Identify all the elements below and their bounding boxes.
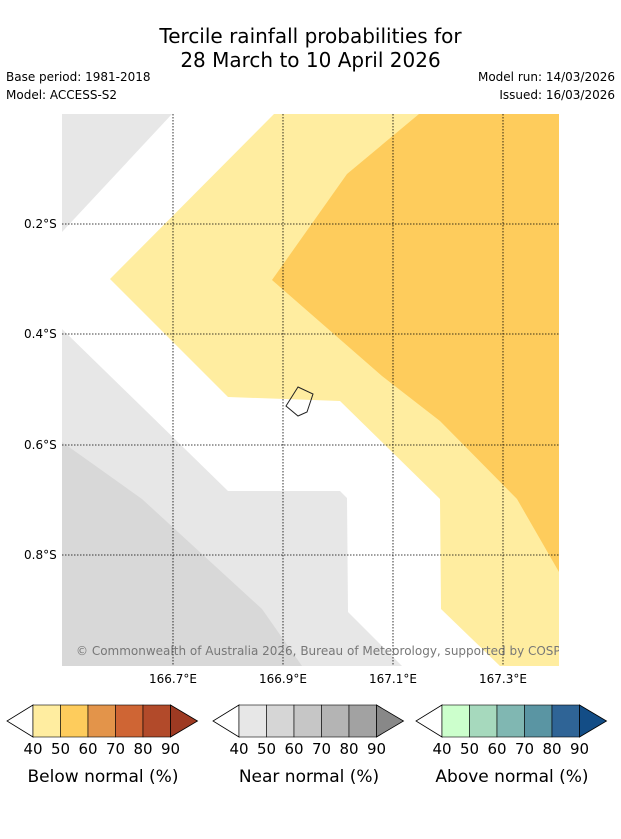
legend-tick-label: 90 (367, 740, 386, 758)
legend-swatch (87, 704, 116, 738)
meta-left: Base period: 1981-2018 Model: ACCESS-S2 (6, 68, 151, 104)
legend-swatch (551, 704, 580, 738)
grid-lines (62, 114, 559, 666)
legend-swatch (348, 704, 377, 738)
map-title: Tercile rainfall probabilities for 28 Ma… (0, 24, 621, 72)
lon-label-167-3e: 167.3°E (479, 672, 527, 686)
legend-tick-label: 70 (515, 740, 534, 758)
legend-tick-label: 50 (51, 740, 70, 758)
legend-title: Below normal (%) (28, 767, 179, 787)
map-panel: © Commonwealth of Australia 2026, Bureau… (62, 114, 559, 666)
legend-title: Above normal (%) (435, 767, 588, 787)
legend-swatch (142, 704, 171, 738)
issued-date: Issued: 16/03/2026 (499, 88, 615, 102)
model-run: Model run: 14/03/2026 (477, 70, 615, 84)
meta-right: Model run: 14/03/2026 Issued: 16/03/2026 (478, 68, 615, 104)
legend-swatch (496, 704, 525, 738)
lon-label-166-7e: 166.7°E (149, 672, 197, 686)
legend-swatch (115, 704, 144, 738)
legend-tick-label: 40 (229, 740, 248, 758)
legend-swatch (60, 704, 89, 738)
legend-tick-label: 90 (570, 740, 589, 758)
legend-tick-label: 60 (284, 740, 303, 758)
legend-above-normal: 40 50 60 70 80 90 Above normal (%) (415, 704, 608, 787)
near-normal-region-top-left (62, 114, 172, 232)
legend-swatch (524, 704, 553, 738)
base-period: Base period: 1981-2018 (6, 70, 151, 84)
lat-label-0-2s: 0.2°S (24, 217, 57, 231)
legend-tick-label: 80 (133, 740, 152, 758)
below-normal-region-mid (272, 114, 559, 572)
legend-swatch (238, 704, 267, 738)
legend-swatch (32, 704, 61, 738)
model-name: Model: ACCESS-S2 (6, 88, 118, 102)
legend-tick-label: 80 (542, 740, 561, 758)
island-outline (285, 386, 314, 417)
legend-swatch (469, 704, 498, 738)
legend-swatch (266, 704, 295, 738)
legend-title: Near normal (%) (239, 767, 379, 787)
legend-tick-label: 60 (487, 740, 506, 758)
legend-swatch (321, 704, 350, 738)
lon-label-166-9e: 166.9°E (259, 672, 307, 686)
lat-label-0-8s: 0.8°S (24, 548, 57, 562)
legend-tick-label: 90 (161, 740, 180, 758)
legend-tick-label: 40 (432, 740, 451, 758)
copyright-text: © Commonwealth of Australia 2026, Bureau… (76, 644, 559, 658)
legend-tick-label: 50 (460, 740, 479, 758)
legend-left-arrow (212, 704, 240, 738)
lat-label-0-4s: 0.4°S (24, 327, 57, 341)
legend-below-normal: 40 50 60 70 80 90 Below normal (%) (6, 704, 199, 787)
legend-right-arrow (170, 704, 199, 738)
title-line-2: 28 March to 10 April 2026 (180, 48, 441, 72)
title-line-1: Tercile rainfall probabilities for (159, 24, 462, 48)
legend-swatch (293, 704, 322, 738)
near-normal-region-mid (62, 442, 302, 666)
lon-label-167-1e: 167.1°E (369, 672, 417, 686)
legend-tick-label: 70 (106, 740, 125, 758)
legend-tick-label: 60 (78, 740, 97, 758)
legend-near-normal: 40 50 60 70 80 90 Near normal (%) (212, 704, 405, 787)
legend-left-arrow (415, 704, 443, 738)
lat-label-0-6s: 0.6°S (24, 438, 57, 452)
legend-tick-label: 70 (312, 740, 331, 758)
legend-right-arrow (376, 704, 405, 738)
legend-right-arrow (579, 704, 608, 738)
legend-swatch (441, 704, 470, 738)
legend-left-arrow (6, 704, 34, 738)
legend-tick-label: 80 (339, 740, 358, 758)
legend-tick-label: 50 (257, 740, 276, 758)
legend-tick-label: 40 (23, 740, 42, 758)
